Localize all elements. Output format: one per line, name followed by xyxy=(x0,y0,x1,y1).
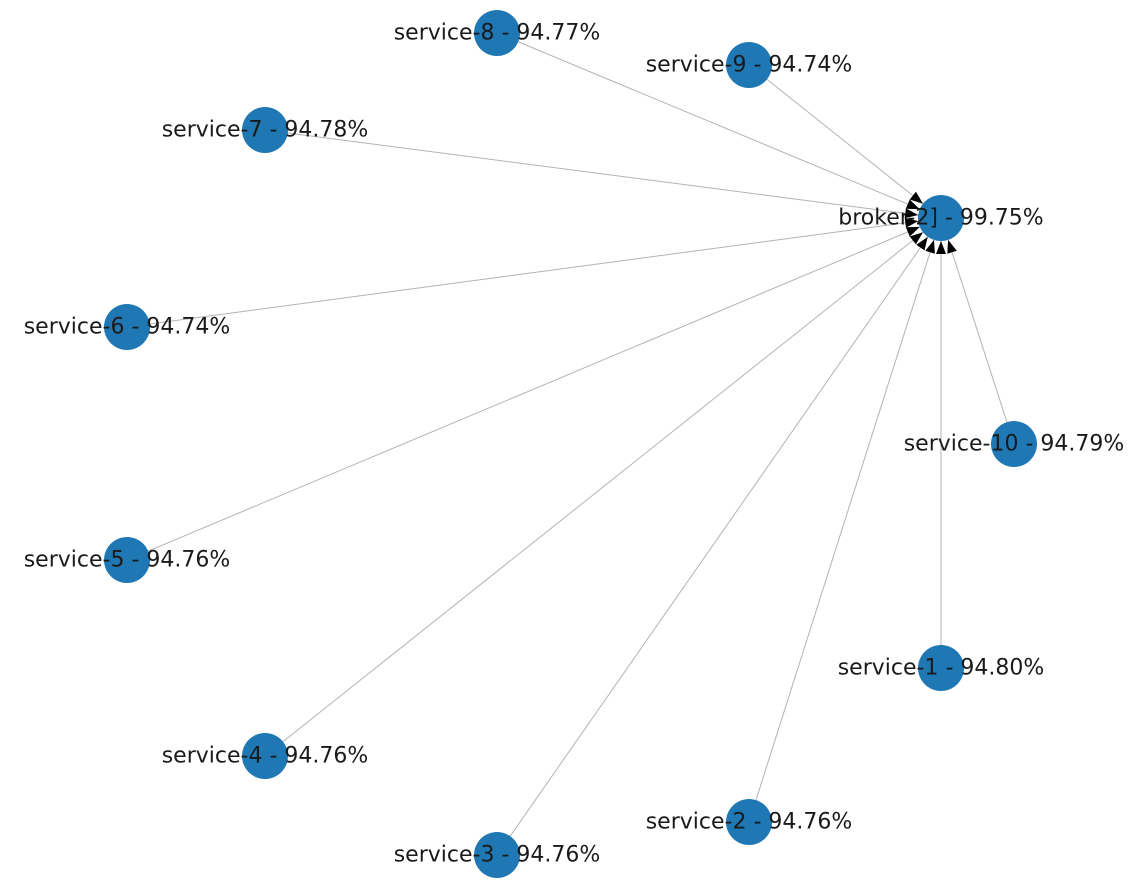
labels: broker-2] - 99.75% service-1 - 94.80% serv… xyxy=(24,21,1125,868)
edge-service-10-to-broker-2 xyxy=(940,217,1015,445)
arrowhead-service-5 xyxy=(905,226,920,237)
node-label-service-1: service-1 - 94.80% xyxy=(838,656,1045,681)
node-label-service-6: service-6 - 94.74% xyxy=(24,315,231,340)
node-label-service-9: service-9 - 94.74% xyxy=(646,53,853,78)
node-label-service-7: service-7 - 94.78% xyxy=(162,118,369,143)
node-label-service-10: service-10 - 94.79% xyxy=(904,432,1125,457)
arrowhead-service-7 xyxy=(904,208,919,219)
node-label-service-2: service-2 - 94.76% xyxy=(646,810,853,835)
arrowhead-service-1 xyxy=(936,241,946,254)
edge-service-4-to-broker-2 xyxy=(264,217,942,757)
node-service-8 xyxy=(474,10,520,56)
arrowheads xyxy=(904,191,957,254)
node-label-service-4: service-4 - 94.76% xyxy=(162,744,369,769)
node-service-2 xyxy=(726,799,772,845)
arrowhead-service-2 xyxy=(925,239,935,254)
nodes xyxy=(104,10,1037,878)
node-service-4 xyxy=(242,733,288,779)
edge-service-3-to-broker-2 xyxy=(496,217,942,856)
node-label-service-3: service-3 - 94.76% xyxy=(394,843,601,868)
edge-service-2-to-broker-2 xyxy=(748,217,942,823)
node-service-9 xyxy=(726,42,772,88)
arrowhead-service-10 xyxy=(947,239,957,254)
node-service-3 xyxy=(474,832,520,878)
node-service-5 xyxy=(104,537,150,583)
arrowhead-service-3 xyxy=(916,236,928,251)
node-service-1 xyxy=(918,645,964,691)
edge-service-6-to-broker-2 xyxy=(126,217,942,328)
arrowhead-service-6 xyxy=(904,217,919,228)
edges xyxy=(126,32,1015,856)
node-service-6 xyxy=(104,304,150,350)
edge-service-9-to-broker-2 xyxy=(748,64,942,219)
node-label-service-5: service-5 - 94.76% xyxy=(24,548,231,573)
edge-service-5-to-broker-2 xyxy=(126,217,942,561)
arrowhead-service-8 xyxy=(905,199,920,210)
node-service-7 xyxy=(242,107,288,153)
edge-service-7-to-broker-2 xyxy=(264,129,942,219)
node-broker-2 xyxy=(918,195,964,241)
arrowhead-service-4 xyxy=(909,232,923,245)
edge-service-8-to-broker-2 xyxy=(496,32,942,219)
node-label-broker-2: broker-2] - 99.75% xyxy=(838,206,1043,231)
node-label-service-8: service-8 - 94.77% xyxy=(394,21,601,46)
node-service-10 xyxy=(991,421,1037,467)
arrowhead-service-9 xyxy=(909,191,923,204)
